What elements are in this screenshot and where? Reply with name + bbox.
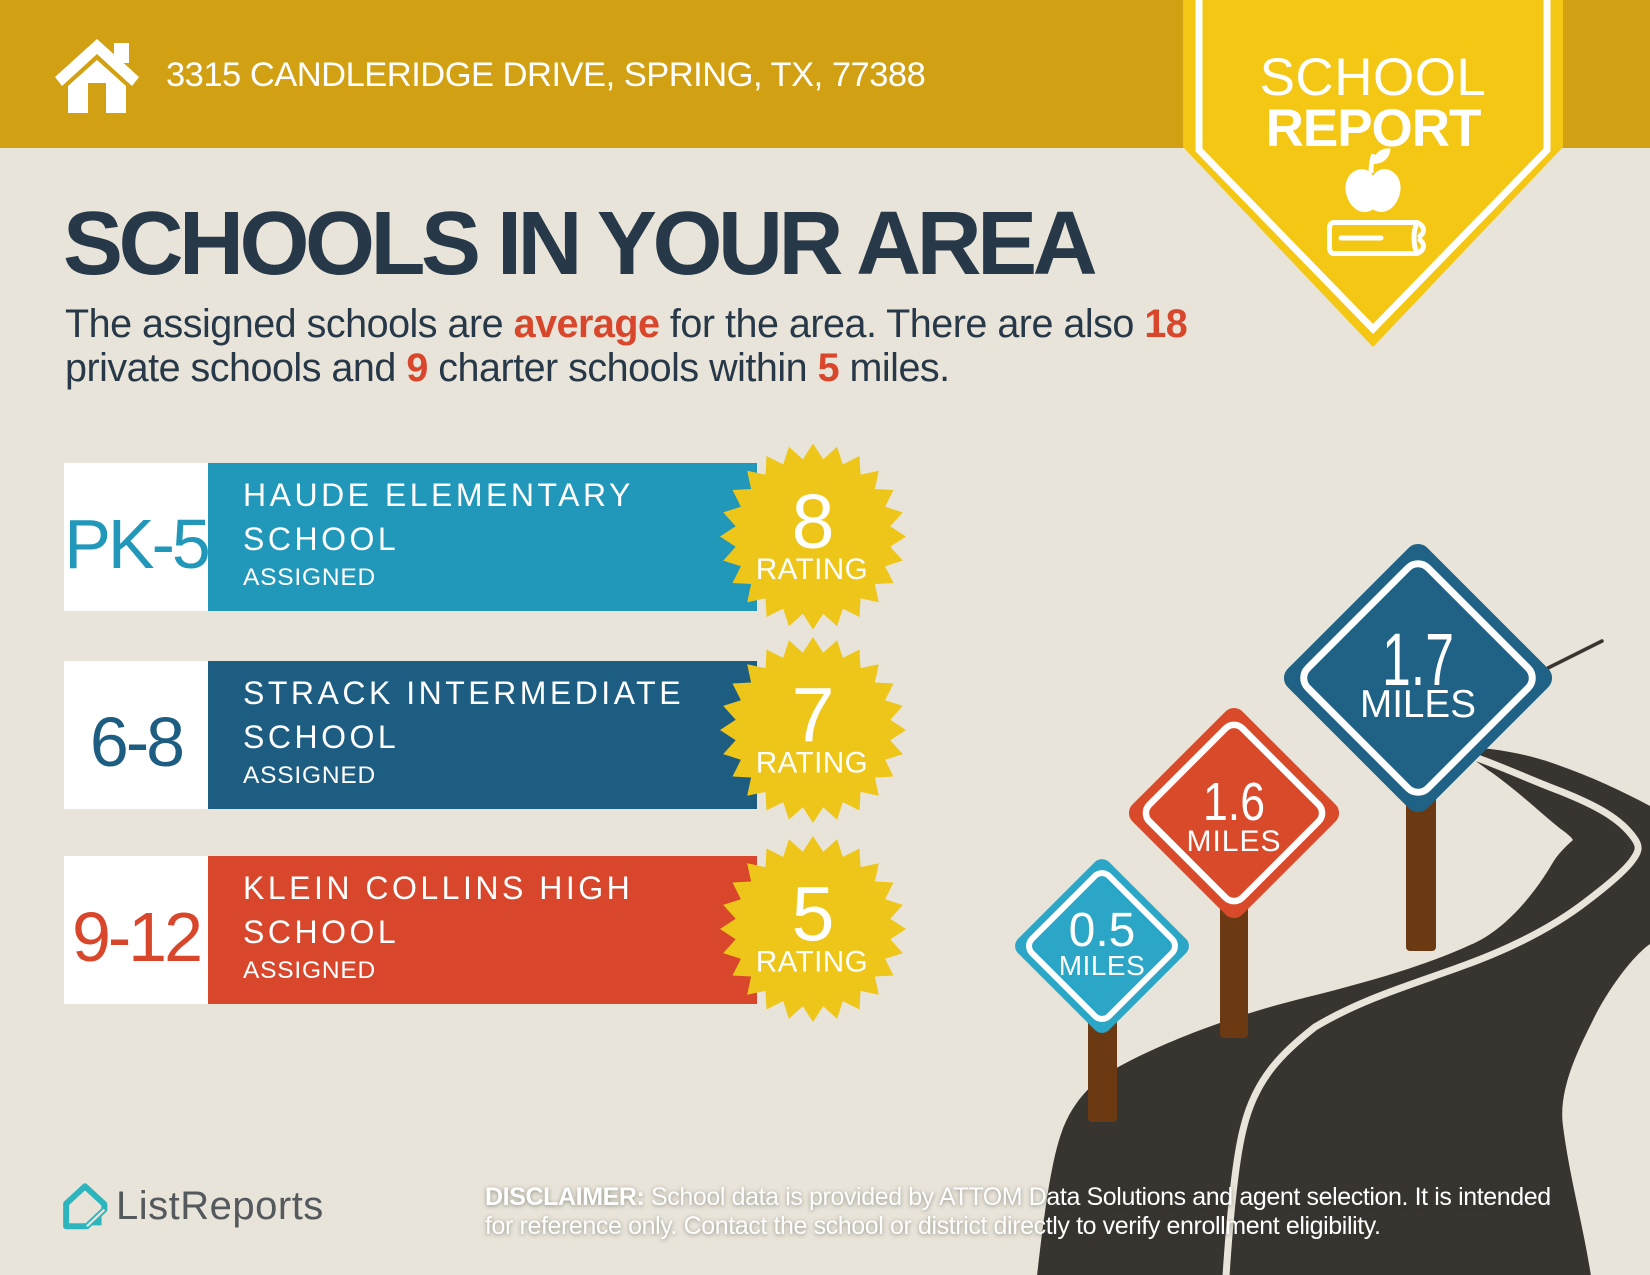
svg-text:1.7: 1.7 — [1382, 618, 1454, 701]
svg-text:MILES: MILES — [1059, 950, 1146, 981]
svg-text:RATING: RATING — [756, 747, 868, 780]
svg-text:MILES: MILES — [1186, 825, 1281, 858]
svg-text:0.5: 0.5 — [1069, 904, 1136, 957]
svg-text:RATING: RATING — [756, 946, 868, 979]
svg-text:1.6: 1.6 — [1203, 772, 1265, 832]
svg-text:RATING: RATING — [756, 553, 868, 586]
svg-text:REPORT: REPORT — [1266, 99, 1481, 158]
svg-text:SCHOOL: SCHOOL — [1260, 48, 1487, 107]
svg-text:7: 7 — [792, 673, 835, 759]
svg-text:MILES: MILES — [1360, 683, 1476, 726]
svg-text:5: 5 — [792, 872, 835, 958]
svg-text:8: 8 — [792, 479, 835, 565]
